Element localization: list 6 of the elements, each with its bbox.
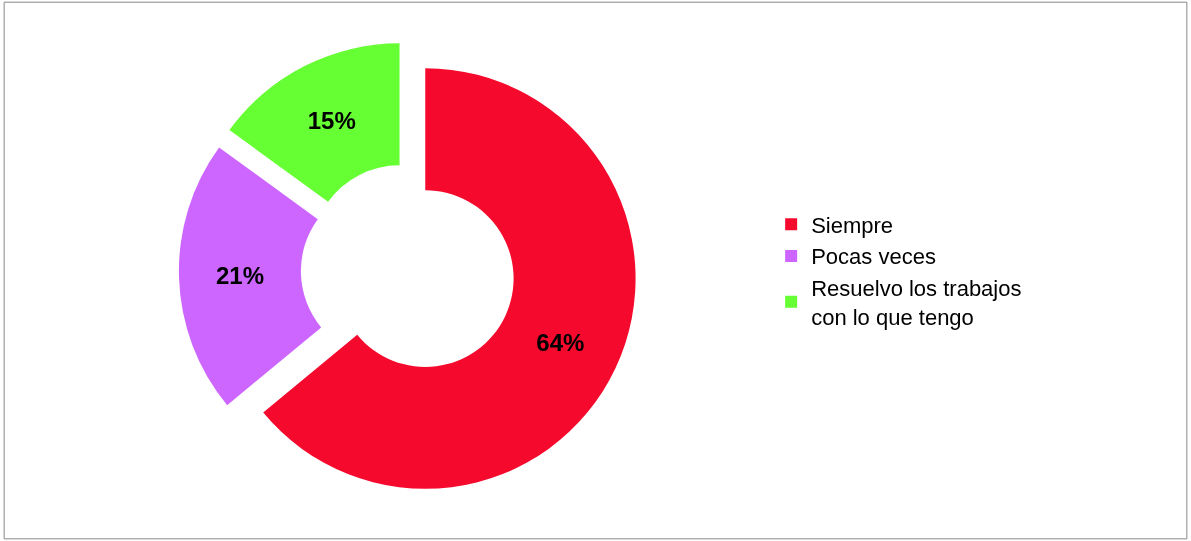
legend-label: Siempre <box>811 212 894 238</box>
data-label: 15% <box>307 107 356 135</box>
data-label: 64% <box>536 328 585 356</box>
data-label: 21% <box>215 262 264 290</box>
legend-label: Resuelvo los trabajos con lo que tengo <box>811 276 1022 330</box>
legend-label: Pocas veces <box>811 244 936 270</box>
